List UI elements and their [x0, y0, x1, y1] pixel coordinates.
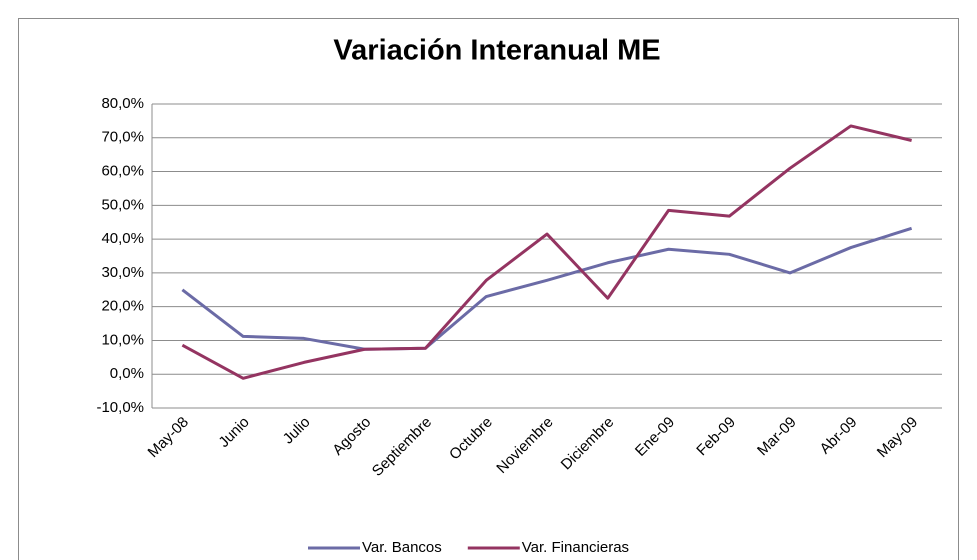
chart-title: Variación Interanual ME: [333, 35, 660, 67]
y-tick-label: 70,0%: [101, 129, 144, 146]
series-line: [181, 226, 913, 351]
chart-border: [18, 18, 959, 560]
y-tick-label: 60,0%: [101, 163, 144, 180]
y-tick-label: 20,0%: [101, 298, 144, 315]
y-tick-label: 50,0%: [101, 196, 144, 213]
series-line: [181, 124, 912, 380]
legend-label: Var. Bancos: [362, 539, 442, 556]
legend-label: Var. Financieras: [522, 539, 629, 556]
y-tick-label: 10,0%: [101, 331, 144, 348]
y-tick-label: -10,0%: [96, 399, 144, 416]
y-tick-label: 0,0%: [110, 365, 144, 382]
y-tick-label: 80,0%: [101, 95, 144, 112]
y-tick-label: 40,0%: [101, 230, 144, 247]
y-tick-label: 30,0%: [101, 264, 144, 281]
